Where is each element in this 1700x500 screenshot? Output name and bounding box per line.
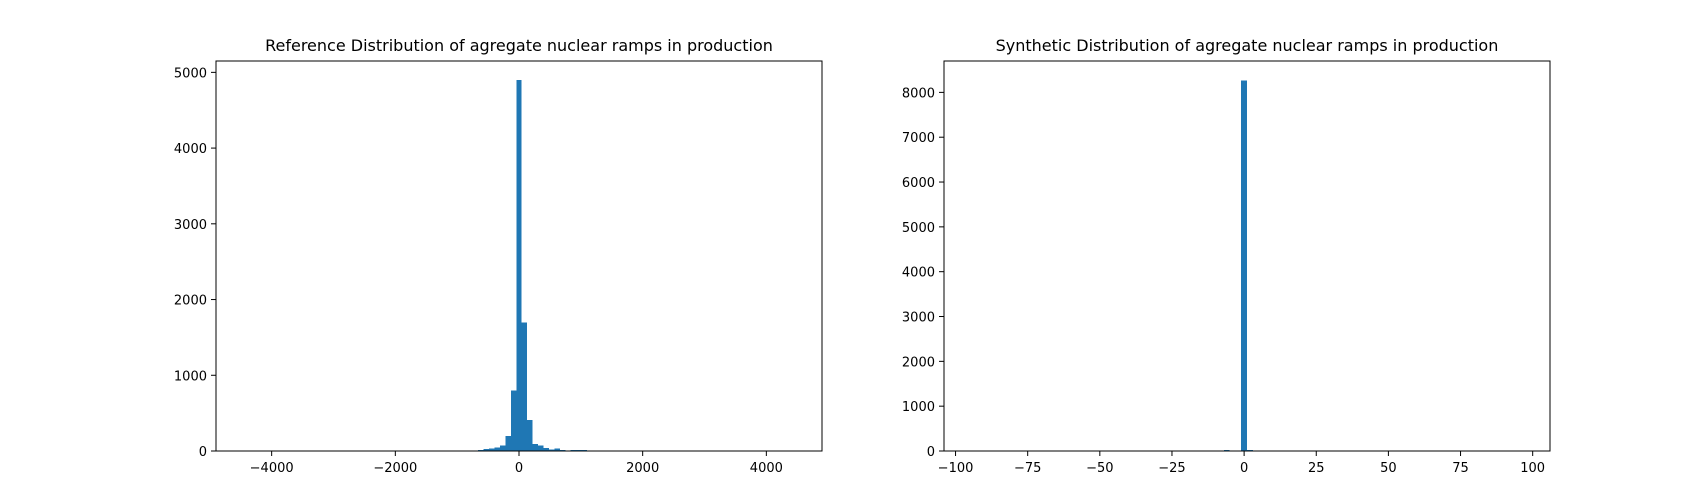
synthetic-y-tick-label: 7000 [902, 131, 935, 146]
reference-histogram-bar [521, 322, 528, 451]
synthetic-x-tick-label: 75 [1452, 461, 1469, 476]
reference-chart-title: Reference Distribution of agregate nucle… [265, 36, 773, 55]
reference-y-tick-label: 2000 [174, 294, 207, 309]
synthetic-y-tick-label: 8000 [902, 86, 935, 101]
reference-bars [456, 79, 588, 451]
synthetic-bars [964, 80, 1525, 451]
synthetic-x-tick-label: −100 [938, 461, 974, 476]
reference-histogram-bar [554, 448, 560, 451]
reference-histogram-bar [489, 448, 495, 451]
reference-histogram-bar [570, 449, 577, 451]
synthetic-y-tick-label: 4000 [902, 266, 935, 281]
reference-histogram-bar [538, 445, 544, 451]
reference-x-tick-label: 0 [515, 461, 523, 476]
synthetic-x-tick-label: 25 [1308, 461, 1325, 476]
reference-histogram-bar [494, 447, 500, 451]
reference-histogram-bar [510, 390, 517, 451]
synthetic-x-tick-label: 0 [1240, 461, 1248, 476]
synthetic-x-tick-label: 50 [1380, 461, 1397, 476]
reference-histogram: Reference Distribution of agregate nucle… [174, 36, 823, 476]
reference-histogram-bar [543, 447, 549, 451]
reference-histogram-bar [532, 444, 539, 451]
reference-histogram-bar [505, 435, 511, 451]
synthetic-y-tick-label: 3000 [902, 311, 935, 326]
reference-histogram-bar [527, 419, 533, 451]
reference-y-tick-label: 5000 [174, 66, 207, 81]
synthetic-histogram: Synthetic Distribution of agregate nucle… [902, 36, 1551, 476]
synthetic-y-tick-label: 2000 [902, 355, 935, 370]
synthetic-chart-title: Synthetic Distribution of agregate nucle… [996, 36, 1499, 55]
synthetic-x-tick-label: −50 [1086, 461, 1113, 476]
reference-histogram-bar [548, 449, 555, 451]
synthetic-y-tick-label: 1000 [902, 400, 935, 415]
synthetic-plot-frame [943, 60, 1551, 452]
reference-x-tick-label: 4000 [750, 461, 783, 476]
reference-x-tick-label: −4000 [250, 461, 294, 476]
synthetic-y-tick-label: 0 [927, 445, 935, 460]
synthetic-histogram-bar [1241, 80, 1247, 451]
synthetic-y-tick-label: 6000 [902, 176, 935, 191]
reference-x-tick-label: 2000 [626, 461, 659, 476]
reference-y-tick-label: 0 [199, 445, 207, 460]
reference-y-tick-label: 3000 [174, 218, 207, 233]
reference-histogram-bar [499, 445, 506, 451]
reference-y-tick-label: 1000 [174, 369, 207, 384]
reference-histogram-bar [576, 449, 582, 451]
synthetic-x-tick-label: 100 [1520, 461, 1545, 476]
reference-x-tick-label: −2000 [373, 461, 417, 476]
synthetic-y-tick-label: 5000 [902, 221, 935, 236]
reference-histogram-bar [516, 79, 522, 451]
synthetic-x-tick-label: −75 [1014, 461, 1041, 476]
synthetic-x-tick-label: −25 [1158, 461, 1185, 476]
reference-histogram-bar [483, 449, 490, 451]
reference-y-tick-label: 4000 [174, 142, 207, 157]
